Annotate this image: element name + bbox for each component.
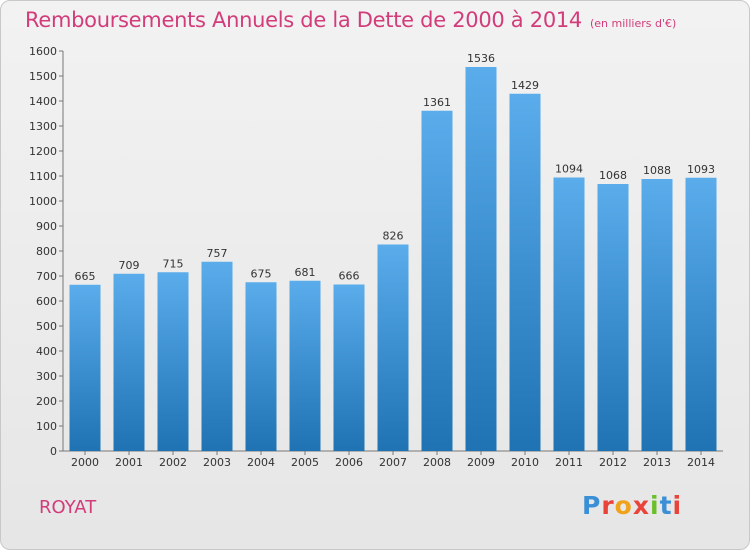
y-tick-label: 1400: [29, 95, 57, 108]
brand-letter: t: [659, 491, 673, 520]
y-tick-label: 1100: [29, 170, 57, 183]
value-label-2005: 681: [295, 266, 316, 279]
y-tick-label: 1600: [29, 45, 57, 58]
x-tick-label-2000: 2000: [71, 456, 99, 469]
x-tick-label-2013: 2013: [643, 456, 671, 469]
x-tick-label-2003: 2003: [203, 456, 231, 469]
bar-2008: [421, 110, 453, 451]
value-label-2002: 715: [163, 257, 184, 270]
y-tick-label: 1000: [29, 195, 57, 208]
brand-letter: o: [614, 491, 633, 520]
x-tick-label-2012: 2012: [599, 456, 627, 469]
value-label-2006: 666: [339, 270, 360, 283]
chart-title: Remboursements Annuels de la Dette de 20…: [25, 8, 582, 32]
y-tick-label: 700: [36, 270, 57, 283]
y-tick-label: 800: [36, 245, 57, 258]
bar-2004: [245, 282, 277, 451]
bar-2001: [113, 273, 145, 451]
town-name: ROYAT: [39, 497, 97, 518]
y-tick-label: 100: [36, 420, 57, 433]
chart-subtitle: (en milliers d'€): [590, 17, 677, 30]
value-label-2011: 1094: [555, 163, 583, 176]
brand-letter: r: [601, 491, 615, 520]
x-tick-label-2004: 2004: [247, 456, 275, 469]
bar-2006: [333, 284, 365, 451]
bar-2013: [641, 179, 673, 451]
value-label-2013: 1088: [643, 164, 671, 177]
y-tick-label: 300: [36, 370, 57, 383]
value-label-2000: 665: [75, 270, 96, 283]
x-tick-label-2007: 2007: [379, 456, 407, 469]
bar-2000: [69, 284, 101, 451]
bar-2003: [201, 261, 233, 451]
bar-2009: [465, 67, 497, 451]
x-tick-label-2006: 2006: [335, 456, 363, 469]
value-label-2001: 709: [119, 259, 140, 272]
brand-letter: i: [650, 491, 660, 520]
x-tick-label-2008: 2008: [423, 456, 451, 469]
chart-axes: 0 100 200 300 400 500 600 700 800 900 1000 1100 1200…: [29, 45, 723, 469]
y-tick-label: 1200: [29, 145, 57, 158]
brand-letter: x: [632, 491, 650, 520]
y-tick-label: 200: [36, 395, 57, 408]
x-tick-label-2014: 2014: [687, 456, 715, 469]
x-tick-label-2005: 2005: [291, 456, 319, 469]
brand-logo: Proxiti: [582, 491, 682, 520]
x-tick-label-2001: 2001: [115, 456, 143, 469]
bar-2007: [377, 244, 409, 451]
y-tick-label: 400: [36, 345, 57, 358]
bar-2010: [509, 93, 541, 451]
value-label-2012: 1068: [599, 169, 627, 182]
y-tick-label: 1500: [29, 70, 57, 83]
y-tick-label: 500: [36, 320, 57, 333]
y-tick-label: 1300: [29, 120, 57, 133]
y-tick-label: 0: [50, 445, 57, 458]
y-tick-label: 600: [36, 295, 57, 308]
value-label-2007: 826: [383, 230, 404, 243]
value-label-2010: 1429: [511, 79, 539, 92]
x-tick-label-2010: 2010: [511, 456, 539, 469]
value-label-2014: 1093: [687, 163, 715, 176]
brand-letter: P: [582, 491, 602, 520]
chart-bars: [69, 67, 717, 451]
bar-2005: [289, 280, 321, 451]
x-tick-label-2002: 2002: [159, 456, 187, 469]
y-tick-label: 900: [36, 220, 57, 233]
brand-letter: i: [672, 491, 683, 520]
bar-2014: [685, 177, 717, 451]
value-label-2009: 1536: [467, 52, 495, 65]
value-label-2003: 757: [207, 247, 228, 260]
bar-2011: [553, 177, 585, 451]
bar-2012: [597, 184, 629, 451]
x-tick-label-2009: 2009: [467, 456, 495, 469]
title-row: Remboursements Annuels de la Dette de 20…: [25, 8, 676, 32]
chart-labels: 665 709 715 757 675 681 666 826 1361 1536 1429 1094…: [75, 52, 716, 283]
x-tick-label-2011: 2011: [555, 456, 583, 469]
bar-2002: [157, 272, 189, 451]
value-label-2008: 1361: [423, 96, 451, 109]
value-label-2004: 675: [251, 267, 272, 280]
